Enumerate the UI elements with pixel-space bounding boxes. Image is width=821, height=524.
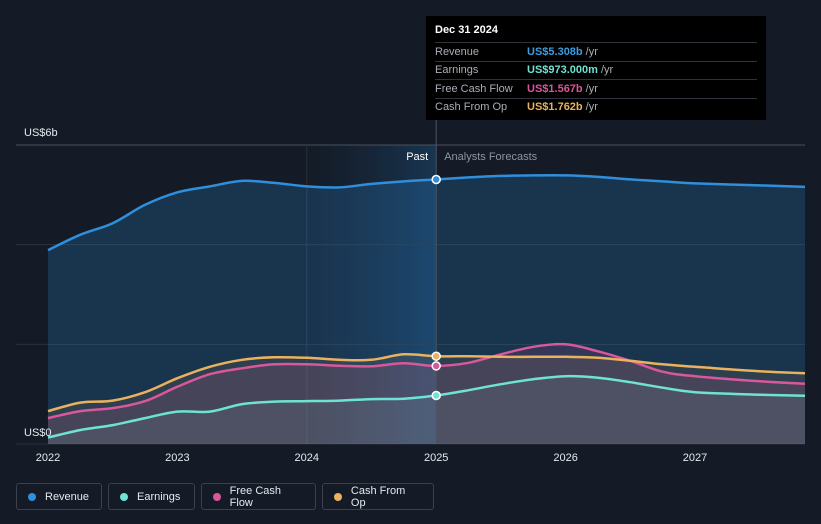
- cash-from-op-marker: [431, 351, 441, 361]
- tooltip-label: Cash From Op: [435, 101, 508, 114]
- tooltip-row-revenue: Revenue US$5.308b /yr: [435, 42, 757, 61]
- revenue-area: [48, 175, 805, 444]
- legend-label: Free Cash Flow: [229, 484, 282, 509]
- legend-item-revenue[interactable]: Revenue: [16, 483, 102, 510]
- x-tick-label: 2022: [36, 452, 60, 464]
- legend-item-free-cash-flow[interactable]: Free Cash Flow: [201, 483, 316, 510]
- forecast-label: Analysts Forecasts: [444, 151, 537, 163]
- tooltip-row-free-cash-flow: Free Cash Flow US$1.567b /yr: [435, 79, 757, 98]
- y-axis-bottom-label: US$0: [24, 427, 52, 439]
- grid-lines: [16, 144, 805, 445]
- x-tick-label: 2026: [553, 452, 577, 464]
- x-tick-label: 2025: [424, 452, 448, 464]
- series-lines: [47, 173, 806, 439]
- revenue-line: [47, 173, 806, 252]
- y-axis-top-label: US$6b: [24, 127, 58, 139]
- earnings-marker: [431, 390, 441, 401]
- tooltip-label: Earnings: [435, 64, 479, 77]
- tooltip-unit: /yr: [585, 101, 598, 114]
- free-cash-flow-line: [47, 342, 806, 420]
- earnings-area: [48, 376, 805, 444]
- free-cash-flow-marker: [431, 361, 441, 371]
- tooltip-unit: /yr: [585, 45, 598, 58]
- legend-dot-icon: [120, 492, 128, 501]
- tooltip-value: US$1.762b: [527, 101, 583, 114]
- tooltip-row-earnings: Earnings US$973.000m /yr: [435, 60, 757, 80]
- series-areas: [48, 175, 805, 444]
- legend-dot-icon: [334, 492, 342, 501]
- legend-label: Cash From Op: [350, 484, 406, 509]
- legend-label: Earnings: [137, 490, 181, 503]
- x-axis-ticks: 2022 2023 2024 2025 2026 2027: [36, 452, 707, 464]
- tooltip-unit: /yr: [585, 82, 598, 95]
- x-tick-label: 2024: [295, 452, 319, 464]
- cash-from-op-area: [48, 354, 805, 444]
- earnings-line: [47, 374, 806, 439]
- past-region-highlight: [306, 145, 437, 444]
- chart-canvas: Past Analysts Forecasts US$6b US$0 2022 2…: [16, 120, 806, 464]
- legend-label: Revenue: [45, 490, 90, 503]
- legend-dot-icon: [213, 492, 221, 501]
- x-tick-label: 2027: [683, 452, 707, 464]
- tooltip-value: US$973.000m: [527, 64, 598, 77]
- legend-item-earnings[interactable]: Earnings: [108, 483, 195, 510]
- tooltip-label: Free Cash Flow: [435, 82, 513, 95]
- hover-tooltip: Dec 31 2024 Revenue US$5.308b /yr Earnin…: [426, 16, 766, 120]
- revenue-marker: [431, 174, 441, 185]
- tooltip-value: US$1.567b: [527, 82, 583, 95]
- cash-from-op-line: [47, 352, 806, 413]
- tooltip-unit: /yr: [600, 64, 614, 77]
- tooltip-row-cash-from-op: Cash From Op US$1.762b /yr: [435, 97, 757, 117]
- tooltip-date: Dec 31 2024: [435, 24, 498, 36]
- past-label: Past: [406, 151, 428, 163]
- x-tick-label: 2023: [165, 452, 189, 464]
- tooltip-markers: [431, 174, 441, 401]
- legend-dot-icon: [28, 492, 36, 501]
- chart-legend: Revenue Earnings Free Cash Flow Cash Fro…: [16, 483, 434, 510]
- tooltip-label: Revenue: [435, 45, 480, 58]
- tooltip-value: US$5.308b: [527, 45, 583, 58]
- legend-item-cash-from-op[interactable]: Cash From Op: [322, 483, 434, 510]
